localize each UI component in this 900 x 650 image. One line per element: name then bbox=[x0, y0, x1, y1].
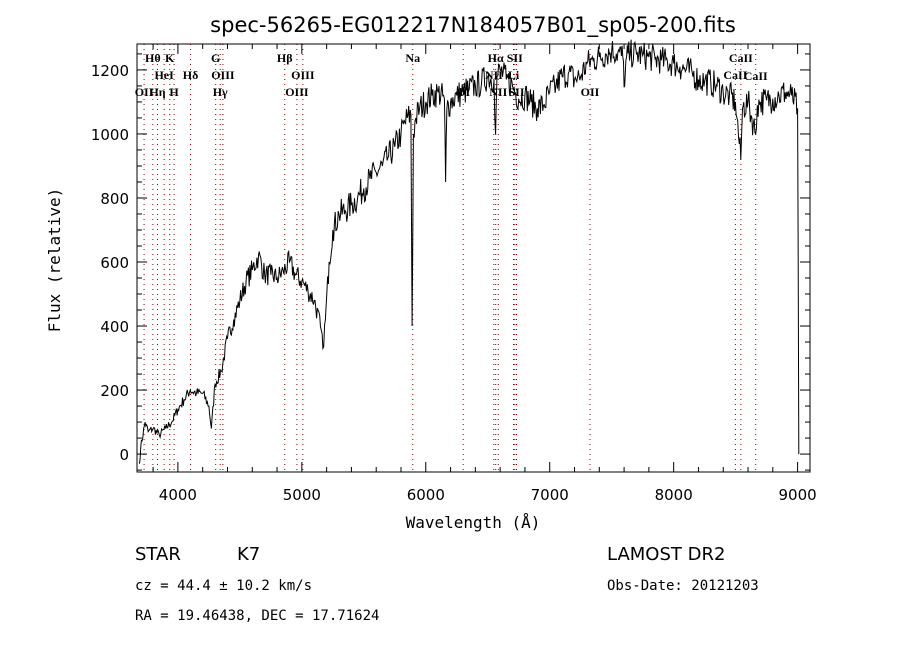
line-label-Hγ: Hγ bbox=[213, 85, 228, 99]
line-label-CaII: CaII bbox=[729, 51, 753, 65]
plot-frame bbox=[136, 43, 811, 473]
y-axis-label: Flux (relative) bbox=[45, 188, 64, 333]
axis-ticks: 4000 5000 6000 7000 8000 9000 0 200 400 600 800 100… bbox=[91, 44, 817, 504]
object-class: STAR bbox=[135, 544, 181, 565]
line-label-CaII: CaII bbox=[723, 68, 747, 82]
y-tick-label: 200 bbox=[100, 382, 129, 400]
y-tick-label: 800 bbox=[100, 190, 129, 208]
line-label-Hη: Hη bbox=[149, 85, 165, 99]
line-label-Hα: Hα bbox=[488, 51, 504, 65]
line-label-NII: NII bbox=[485, 68, 503, 82]
line-label-H: H bbox=[169, 85, 179, 99]
line-label-K: K bbox=[165, 51, 175, 65]
obs-date: Obs-Date: 20121203 bbox=[607, 578, 759, 594]
y-tick-label: 1000 bbox=[91, 126, 129, 144]
line-label-G: G bbox=[211, 51, 220, 65]
x-tick-label: 5000 bbox=[283, 486, 321, 504]
x-tick-label: 8000 bbox=[655, 486, 693, 504]
line-label-Li: Li bbox=[508, 68, 520, 82]
line-labels: OII Hθ Hη HeI K H Hδ G Hγ OIII Hβ OIII OIII Na OI Hα NII… bbox=[135, 51, 768, 99]
line-label-Hθ: Hθ bbox=[145, 51, 161, 65]
line-label-OII: OII bbox=[135, 85, 154, 99]
x-tick-label: 7000 bbox=[531, 486, 569, 504]
x-tick-label: 9000 bbox=[779, 486, 817, 504]
chart-title: spec-56265-EG012217N184057B01_sp05-200.f… bbox=[210, 13, 736, 38]
redshift-cz: cz = 44.4 ± 10.2 km/s bbox=[135, 578, 312, 594]
line-label-SII: SII bbox=[507, 51, 523, 65]
line-label-OIII: OIII bbox=[291, 68, 315, 82]
line-label-OII: OII bbox=[581, 85, 600, 99]
line-label-NII: NII bbox=[489, 85, 507, 99]
line-label-Na: Na bbox=[405, 51, 420, 65]
y-tick-label: 0 bbox=[119, 446, 129, 464]
line-label-OIII: OIII bbox=[285, 85, 309, 99]
y-tick-label: 1200 bbox=[91, 62, 129, 80]
spectrum-series bbox=[139, 39, 800, 464]
object-subclass: K7 bbox=[237, 544, 260, 565]
line-label-CaII: CaII bbox=[744, 69, 768, 83]
line-label-Hδ: Hδ bbox=[183, 68, 199, 82]
line-label-Hβ: Hβ bbox=[277, 51, 293, 65]
line-label-OIII: OIII bbox=[211, 68, 235, 82]
y-tick-label: 400 bbox=[100, 318, 129, 336]
survey-name: LAMOST DR2 bbox=[607, 544, 725, 565]
x-tick-label: 6000 bbox=[407, 486, 445, 504]
line-label-SII: SII bbox=[508, 85, 524, 99]
coordinates: RA = 19.46438, DEC = 17.71624 bbox=[135, 608, 379, 624]
y-tick-label: 600 bbox=[100, 254, 129, 272]
x-axis-label: Wavelength (Å) bbox=[406, 513, 541, 532]
line-label-OI: OI bbox=[456, 85, 470, 99]
line-label-HeI: HeI bbox=[154, 68, 174, 82]
spectrum-line bbox=[139, 39, 800, 464]
x-tick-label: 4000 bbox=[159, 486, 197, 504]
